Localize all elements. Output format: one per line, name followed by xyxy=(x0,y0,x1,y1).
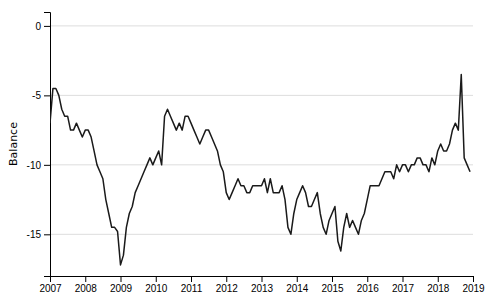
x-tick: 2010 xyxy=(145,276,168,294)
y-tick-mark xyxy=(44,165,50,166)
grid xyxy=(50,26,473,234)
y-tick-mark xyxy=(44,95,50,96)
x-tick: 2007 xyxy=(39,276,62,294)
y-tick-label: -5 xyxy=(32,90,41,101)
y-tick: -10 xyxy=(27,160,50,171)
x-tick-mark xyxy=(191,276,192,282)
y-tick-label: -15 xyxy=(27,229,42,240)
y-grid-line xyxy=(50,95,473,96)
y-axis: 0 -5 -10 -15 xyxy=(27,13,51,277)
x-tick-label: 2007 xyxy=(39,283,62,294)
y-grid-line xyxy=(50,164,473,165)
y-tick: 0 xyxy=(35,21,50,32)
x-tick: 2018 xyxy=(427,276,450,294)
x-tick-label: 2015 xyxy=(321,283,344,294)
chart: 2007 2008 2009 2010 2011 2012 2013 2014 2015 2016… xyxy=(0,0,491,302)
x-tick: 2016 xyxy=(357,276,380,294)
x-tick: 2019 xyxy=(462,276,485,294)
x-tick-label: 2019 xyxy=(462,283,485,294)
y-axis-title: Balance xyxy=(7,122,20,166)
x-tick: 2012 xyxy=(216,276,239,294)
x-tick-mark xyxy=(156,276,157,282)
y-tick-label: 0 xyxy=(35,21,41,32)
x-tick-label: 2014 xyxy=(286,283,309,294)
y-tick: -15 xyxy=(27,229,50,240)
x-tick-label: 2016 xyxy=(357,283,380,294)
y-tick-label: -10 xyxy=(27,160,42,171)
x-tick-label: 2018 xyxy=(427,283,450,294)
y-tick-mark xyxy=(44,234,50,235)
x-tick: 2013 xyxy=(251,276,274,294)
x-tick-mark xyxy=(332,276,333,282)
x-tick-mark xyxy=(473,276,474,282)
y-grid-line xyxy=(50,234,473,235)
x-tick: 2014 xyxy=(286,276,309,294)
x-tick-label: 2009 xyxy=(110,283,133,294)
x-tick-label: 2008 xyxy=(75,283,98,294)
x-axis: 2007 2008 2009 2010 2011 2012 2013 2014 2015 2016… xyxy=(39,276,485,294)
y-axis-line xyxy=(44,13,51,277)
x-tick-mark xyxy=(121,276,122,282)
x-tick: 2017 xyxy=(392,276,415,294)
x-tick-mark xyxy=(438,276,439,282)
x-tick-label: 2012 xyxy=(216,283,239,294)
x-tick-label: 2013 xyxy=(251,283,274,294)
x-tick-label: 2011 xyxy=(181,283,203,294)
y-tick: -5 xyxy=(32,90,50,101)
x-tick-label: 2017 xyxy=(392,283,415,294)
x-axis-line xyxy=(51,277,474,283)
x-tick-label: 2010 xyxy=(145,283,168,294)
x-tick-mark xyxy=(297,276,298,282)
x-tick: 2015 xyxy=(321,276,344,294)
x-tick-mark xyxy=(367,276,368,282)
y-grid-line xyxy=(50,25,473,26)
plot-area xyxy=(50,75,470,265)
x-tick-mark xyxy=(85,276,86,282)
y-tick-mark xyxy=(44,26,50,27)
x-tick: 2008 xyxy=(75,276,98,294)
data-line xyxy=(50,75,470,265)
x-tick-mark xyxy=(226,276,227,282)
x-tick-mark xyxy=(262,276,263,282)
x-tick: 2009 xyxy=(110,276,133,294)
x-tick: 2011 xyxy=(181,276,203,294)
x-tick-mark xyxy=(403,276,404,282)
